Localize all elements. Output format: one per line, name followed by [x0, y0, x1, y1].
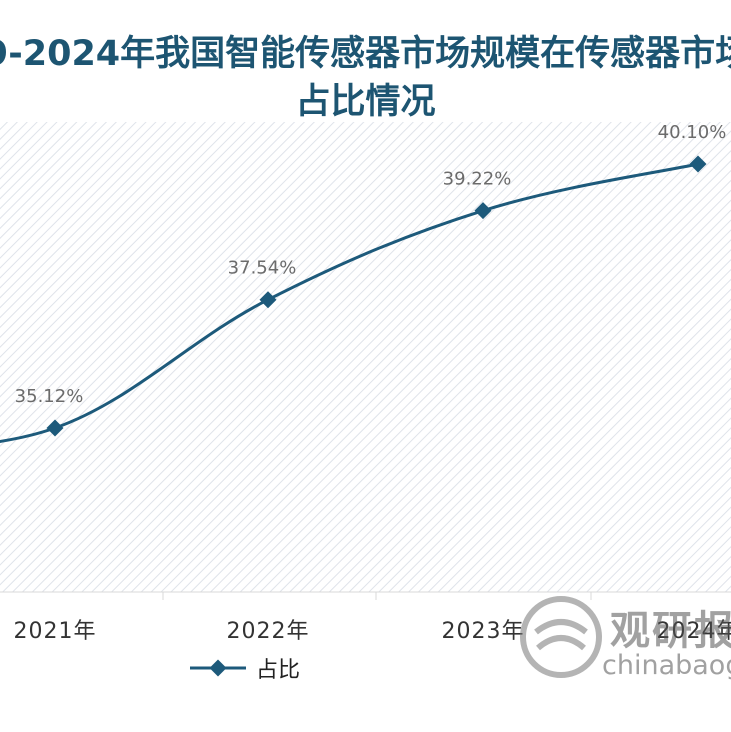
x-tick-label: 2021年: [14, 619, 97, 644]
watermark-logo-icon: [520, 596, 602, 678]
data-label: 39.22%: [443, 169, 512, 190]
x-tick-label: 2023年: [442, 619, 525, 644]
x-tick-label: 2024年: [657, 619, 731, 644]
legend: 占比: [188, 652, 300, 684]
chart-title-line1: 2019-2024年我国智能传感器市场规模在传感器市场中的: [0, 34, 731, 74]
x-tick-label: 2022年: [227, 619, 310, 644]
legend-line-icon: [190, 659, 246, 677]
watermark-cn: 观研报告网: [610, 608, 731, 654]
chart-title: 2019-2024年我国智能传感器市场规模在传感器市场中的 占比情况: [0, 30, 731, 126]
legend-label: 占比: [256, 658, 301, 683]
data-label: 40.10%: [658, 122, 727, 143]
chart-title-line2: 占比情况: [295, 82, 436, 122]
data-point-marker: [259, 291, 277, 309]
data-point-marker: [689, 155, 707, 173]
watermark-en: chinabaogao.com: [602, 650, 731, 681]
plot-area: [0, 122, 731, 592]
data-point-marker: [474, 202, 492, 220]
data-label: 37.54%: [228, 258, 297, 279]
data-label: 35.12%: [15, 386, 84, 407]
